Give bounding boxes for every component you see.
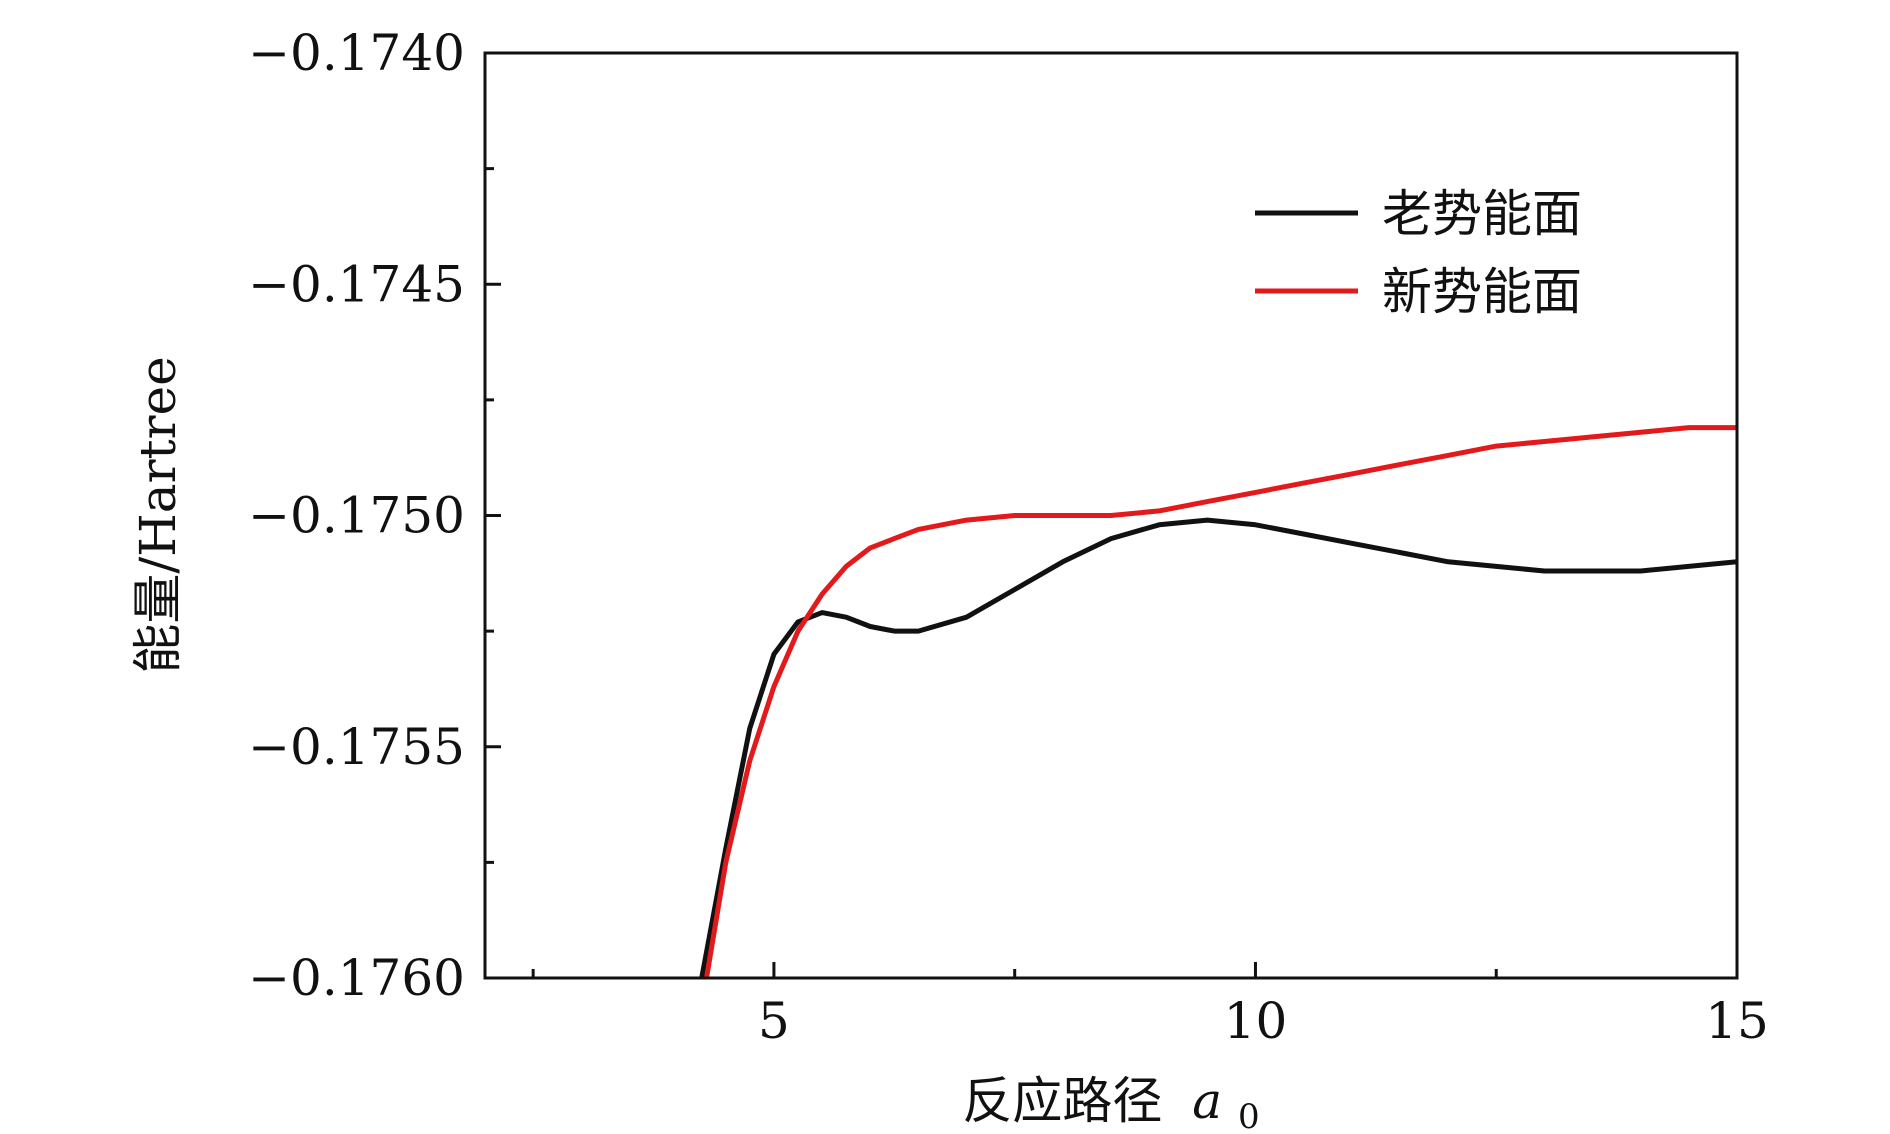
series-line-2 <box>704 425 1737 978</box>
x-axis-label: 反应路径 <box>962 1072 1162 1130</box>
x-tick-label: 15 <box>1705 992 1769 1050</box>
y-tick-label: −0.1745 <box>248 255 465 313</box>
tick-layer: 5 10 15 −0.1740 −0.1745 −0.1750 −0.1755 −0.1760 <box>248 24 1769 1050</box>
x-tick-label: 5 <box>758 992 790 1050</box>
legend-label-2: 新势能面 <box>1382 263 1582 321</box>
series-line-1 <box>699 517 1737 978</box>
legend-label-1: 老势能面 <box>1382 185 1582 243</box>
y-tick-label: −0.1760 <box>248 949 465 1007</box>
series-layer <box>699 425 1737 978</box>
x-tick-label: 10 <box>1224 992 1288 1050</box>
y-tick-label: −0.1755 <box>248 718 465 776</box>
y-axis-title: 能量/Hartree <box>129 356 187 673</box>
y-tick-label: −0.1740 <box>248 24 465 82</box>
x-axis-subscript: 0 <box>1238 1097 1260 1134</box>
x-axis-title: 反应路径 a 0 <box>962 1072 1259 1134</box>
x-axis-symbol: a <box>1192 1072 1222 1130</box>
y-tick-label: −0.1750 <box>248 487 465 545</box>
